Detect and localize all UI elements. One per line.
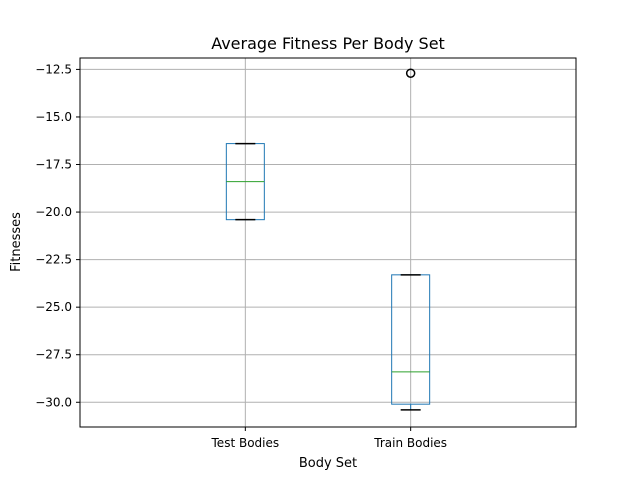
- y-tick-label: −25.0: [35, 300, 72, 314]
- y-tick-label: −27.5: [35, 348, 72, 362]
- y-axis-label: Fitnesses: [9, 212, 24, 272]
- chart-title: Average Fitness Per Body Set: [211, 34, 445, 53]
- grid-layer: [80, 58, 576, 427]
- outlier-point: [405, 68, 416, 78]
- x-tick-label: Test Bodies: [211, 436, 280, 450]
- y-tick-label: −17.5: [35, 158, 72, 172]
- y-tick-label: −15.0: [35, 110, 72, 124]
- box-group: [391, 68, 431, 411]
- y-tick-label: −20.0: [35, 205, 72, 219]
- y-tick-label: −12.5: [35, 62, 72, 76]
- box-layer: [225, 68, 431, 411]
- axes-frame: [79, 57, 577, 428]
- box-group: [225, 142, 265, 221]
- x-axis-label: Body Set: [299, 456, 357, 471]
- y-tick-label: −30.0: [35, 395, 72, 409]
- x-tick-label: Train Bodies: [373, 436, 447, 450]
- tick-layer: −30.0 −27.5 −25.0 −22.5 −20.0 −17.5 −15.0 −12.5…: [35, 62, 447, 450]
- y-tick-label: −22.5: [35, 253, 72, 267]
